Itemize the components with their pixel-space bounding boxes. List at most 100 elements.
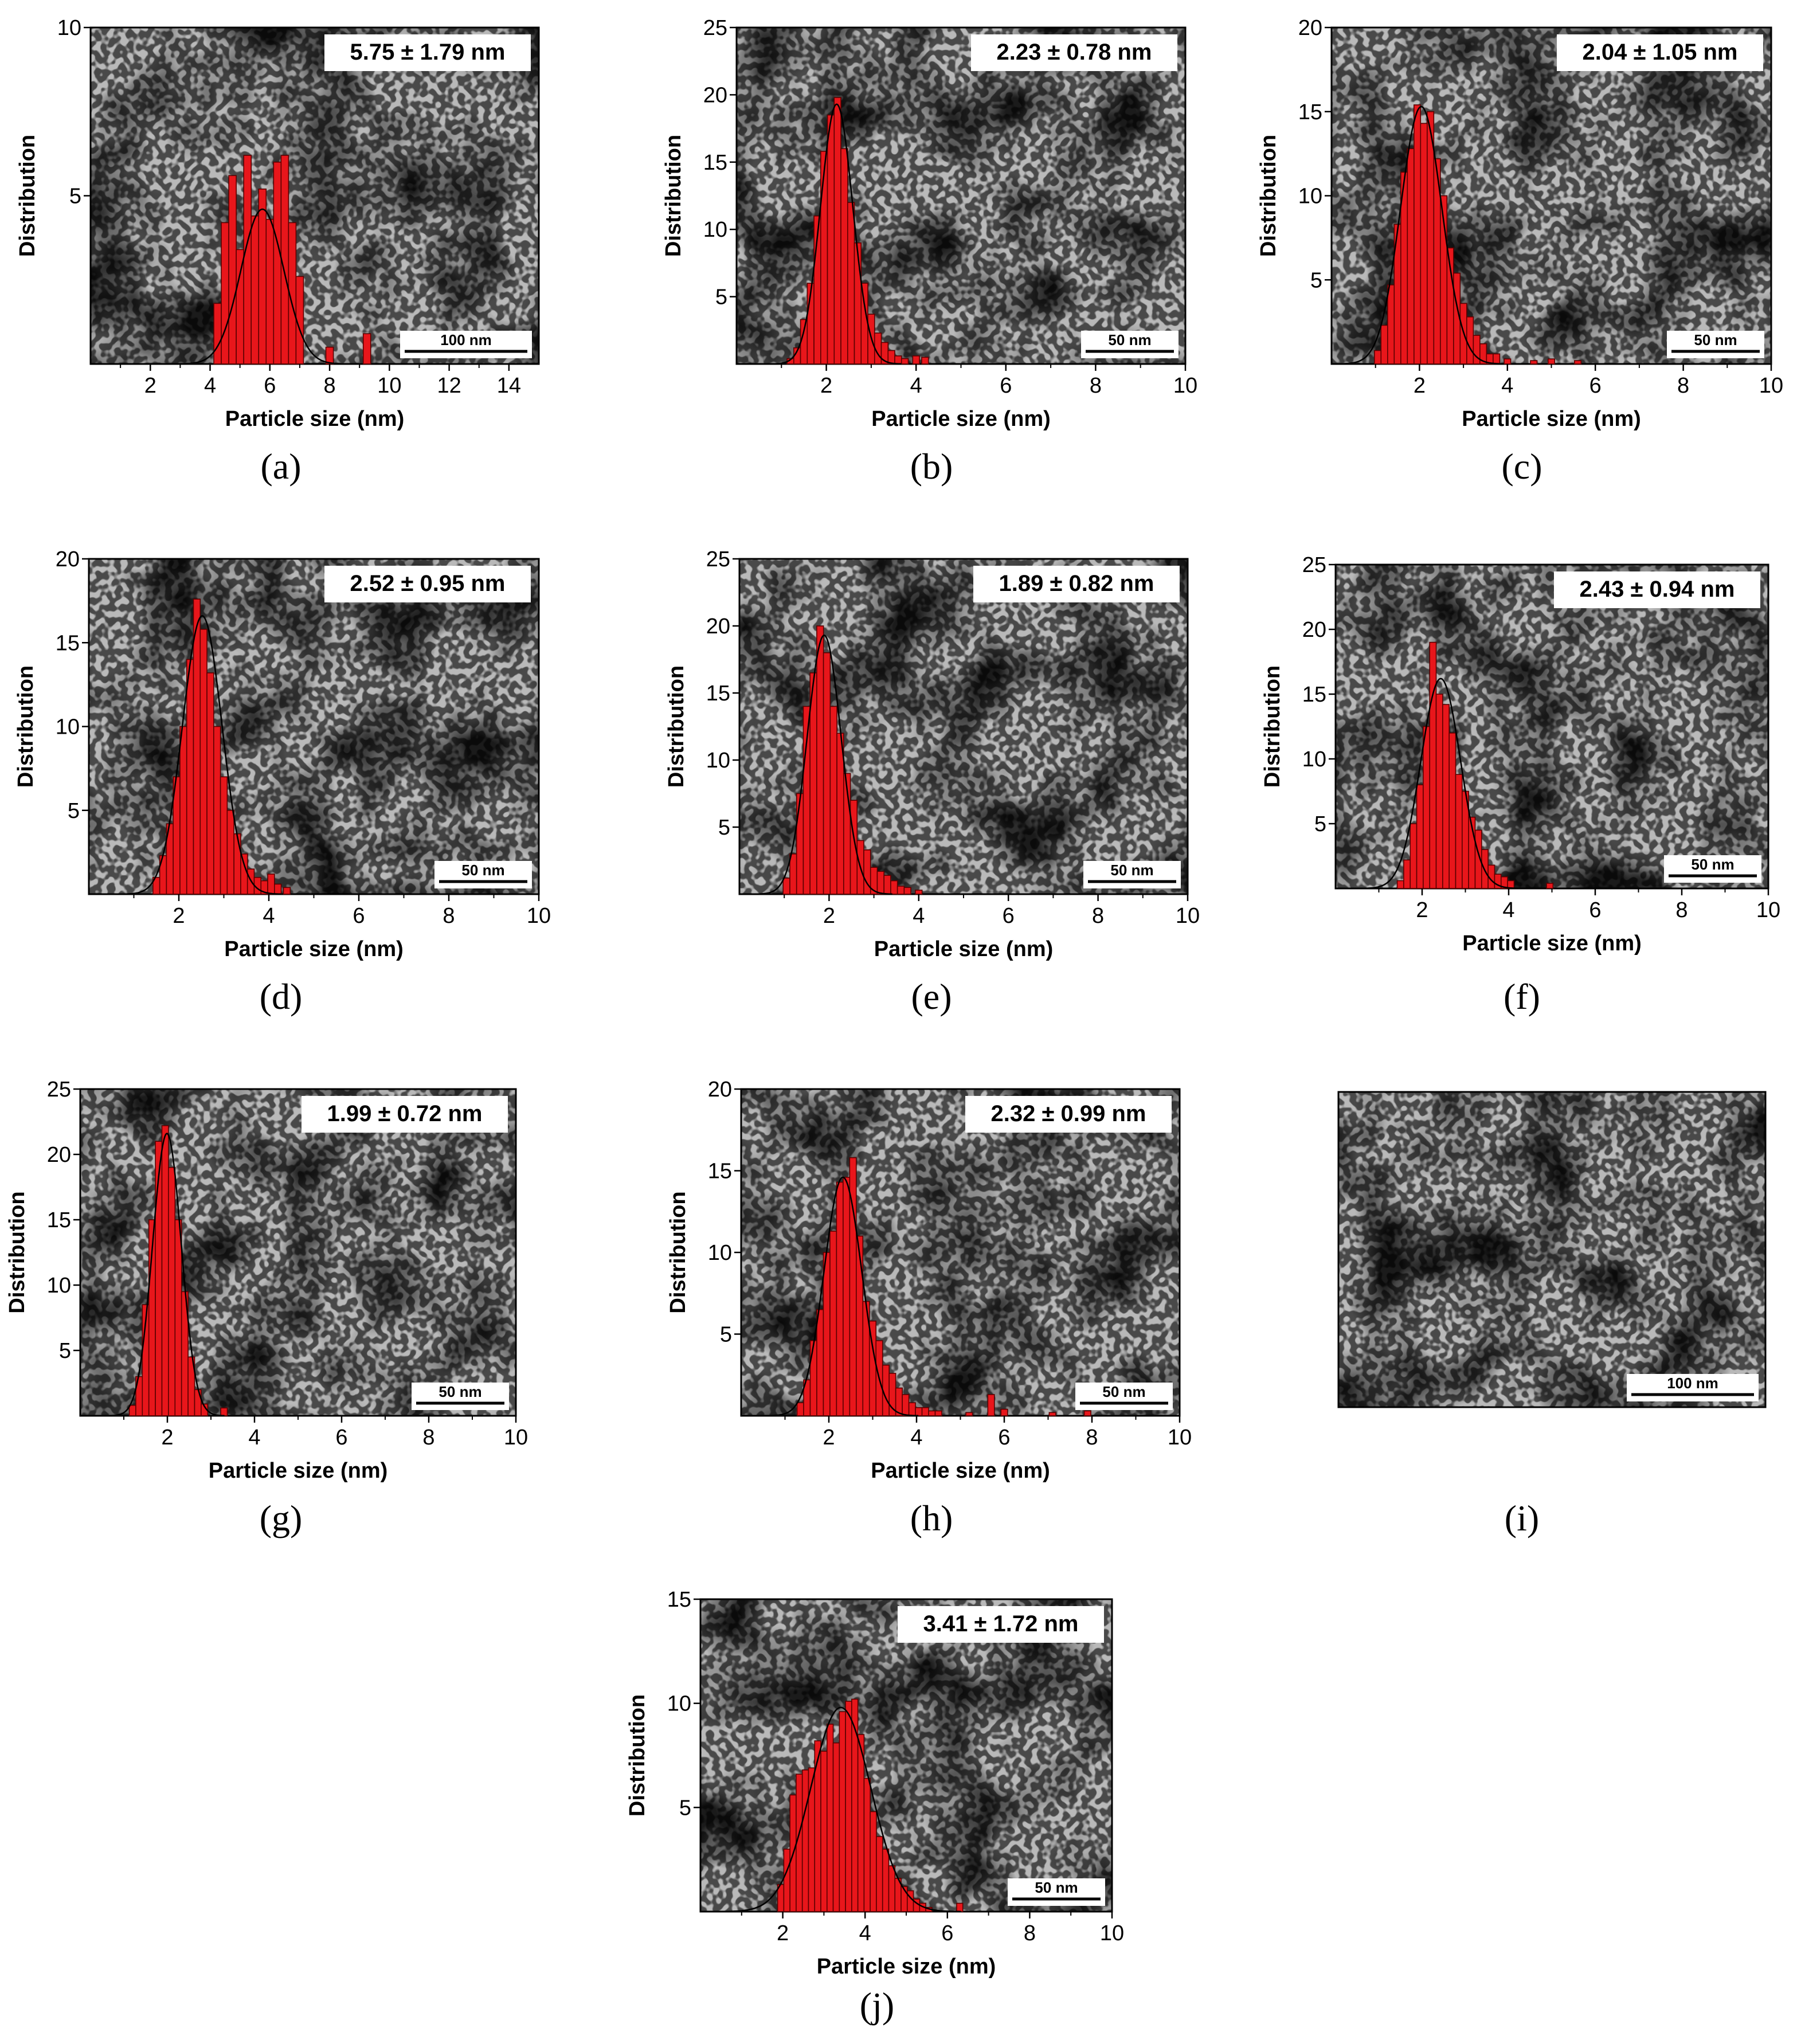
histogram-bar (267, 874, 275, 895)
histogram-bar (220, 1407, 228, 1416)
panel-label: (i) (1505, 1498, 1539, 1538)
x-axis-label: Particle size (nm) (817, 1955, 996, 1979)
x-tick-label: 2 (820, 374, 832, 398)
x-tick-label: 6 (998, 1426, 1010, 1450)
histogram-bar (1435, 694, 1443, 889)
histogram-bar (1455, 774, 1463, 889)
histogram-bar (250, 215, 260, 365)
histogram-bar (987, 1394, 995, 1416)
histogram-bar (876, 871, 884, 895)
histogram-bar (826, 1724, 834, 1912)
scale-bar-box (1008, 1878, 1105, 1906)
histogram-bar (921, 1407, 929, 1416)
x-tick-label: 4 (1501, 374, 1513, 398)
x-tick-label: 6 (1000, 374, 1012, 398)
y-tick-label: 25 (47, 1078, 71, 1102)
x-tick-label: 2 (173, 904, 185, 928)
y-tick-label: 25 (703, 16, 727, 40)
scale-bar-label: 50 nm (461, 862, 504, 879)
histogram-bar (226, 809, 234, 895)
histogram-bar (894, 355, 902, 365)
tem-nanoparticle-dots (741, 1089, 1180, 1416)
x-tick-label: 8 (443, 904, 455, 928)
mean-size-annotation: 2.23 ± 0.78 nm (997, 40, 1152, 65)
x-axis-label: Particle size (nm) (224, 937, 404, 961)
panel-label: (j) (860, 1985, 894, 2026)
histogram-bar (820, 1751, 828, 1912)
histogram-bar (1547, 358, 1556, 365)
histogram-bar (283, 887, 291, 895)
histogram-bar (1448, 733, 1457, 889)
histogram-bar (840, 148, 848, 365)
histogram-bar (1442, 704, 1450, 889)
histogram-bar (847, 202, 855, 365)
panel-c: 50 nm (c) 2.04 ± 1.05 nm 2 4 6 8 10 5 10 15 20 Parti… (1256, 16, 1783, 487)
histogram-bar (816, 1309, 824, 1416)
y-tick-label: 10 (706, 749, 730, 773)
tem-nanoparticle-dots (91, 28, 539, 364)
gaussian-fit-line (1361, 678, 1521, 890)
x-tick-label: 2 (1416, 898, 1428, 922)
histogram-bar (220, 776, 228, 895)
scale-bar-label: 50 nm (438, 1383, 481, 1400)
histogram-bar (934, 1410, 942, 1416)
histogram-bar (1473, 335, 1481, 365)
histogram-bar (1466, 316, 1474, 365)
panel-label: (d) (260, 976, 303, 1017)
histogram-bar (213, 726, 221, 895)
histogram-bar (829, 706, 837, 895)
panel-label: (a) (260, 446, 301, 487)
histogram-bar (782, 878, 790, 895)
scale-bar-box (1075, 1383, 1173, 1410)
mean-size-box (973, 566, 1180, 602)
histogram-bar (888, 1865, 896, 1912)
histogram-bar (325, 346, 334, 365)
histogram-bar (1407, 148, 1415, 365)
histogram-bar (843, 1177, 851, 1416)
histogram-bar (1427, 111, 1435, 365)
y-tick-label: 25 (706, 547, 730, 571)
histogram-bar (199, 629, 207, 895)
y-tick-label: 10 (1302, 747, 1326, 772)
x-tick-label: 8 (1677, 374, 1689, 398)
tem-nanoparticle-dots (1336, 565, 1768, 888)
y-tick-label: 20 (47, 1143, 71, 1167)
histogram-bar (1530, 360, 1538, 365)
y-axis-label: Distribution (661, 135, 686, 257)
histogram-bar (240, 853, 248, 895)
x-tick-label: 6 (1589, 374, 1602, 398)
scale-bar-box (1081, 331, 1179, 358)
y-tick-label: 15 (667, 1588, 691, 1612)
scale-bar-box (1667, 331, 1764, 358)
x-tick-label: 6 (1589, 898, 1601, 922)
mean-size-box (898, 1606, 1104, 1643)
scale-bar-box (1627, 1374, 1759, 1401)
gaussian-fit-line (767, 1176, 919, 1417)
mean-size-annotation: 2.43 ± 0.94 nm (1580, 577, 1735, 602)
histogram-bar (908, 1402, 916, 1416)
y-tick-label: 20 (706, 614, 730, 639)
histogram-bar (856, 1235, 864, 1416)
histogram-bar (187, 1356, 195, 1416)
histogram-bar (273, 161, 282, 365)
y-tick-label: 20 (1298, 16, 1322, 40)
panel-label: (h) (910, 1498, 953, 1538)
y-tick-label: 5 (718, 816, 730, 840)
histogram-bar (1573, 360, 1582, 365)
x-tick-label: 10 (527, 904, 551, 928)
x-tick-label: 4 (263, 904, 275, 928)
x-tick-label: 10 (504, 1426, 528, 1450)
histogram-bar (915, 1407, 923, 1416)
scale-bar-label: 50 nm (1691, 856, 1734, 873)
x-tick-label: 4 (913, 904, 925, 928)
y-axis-label: Distribution (5, 1191, 29, 1313)
histogram-bar (816, 625, 824, 895)
x-tick-label: 6 (941, 1921, 953, 1945)
x-axis-label: Particle size (nm) (1462, 407, 1641, 431)
x-tick-label: 10 (1168, 1426, 1192, 1450)
y-tick-label: 15 (708, 1160, 732, 1184)
x-axis-label: Particle size (nm) (874, 937, 1054, 961)
y-axis-label: Distribution (1256, 135, 1281, 257)
histogram-bar (1396, 880, 1404, 889)
